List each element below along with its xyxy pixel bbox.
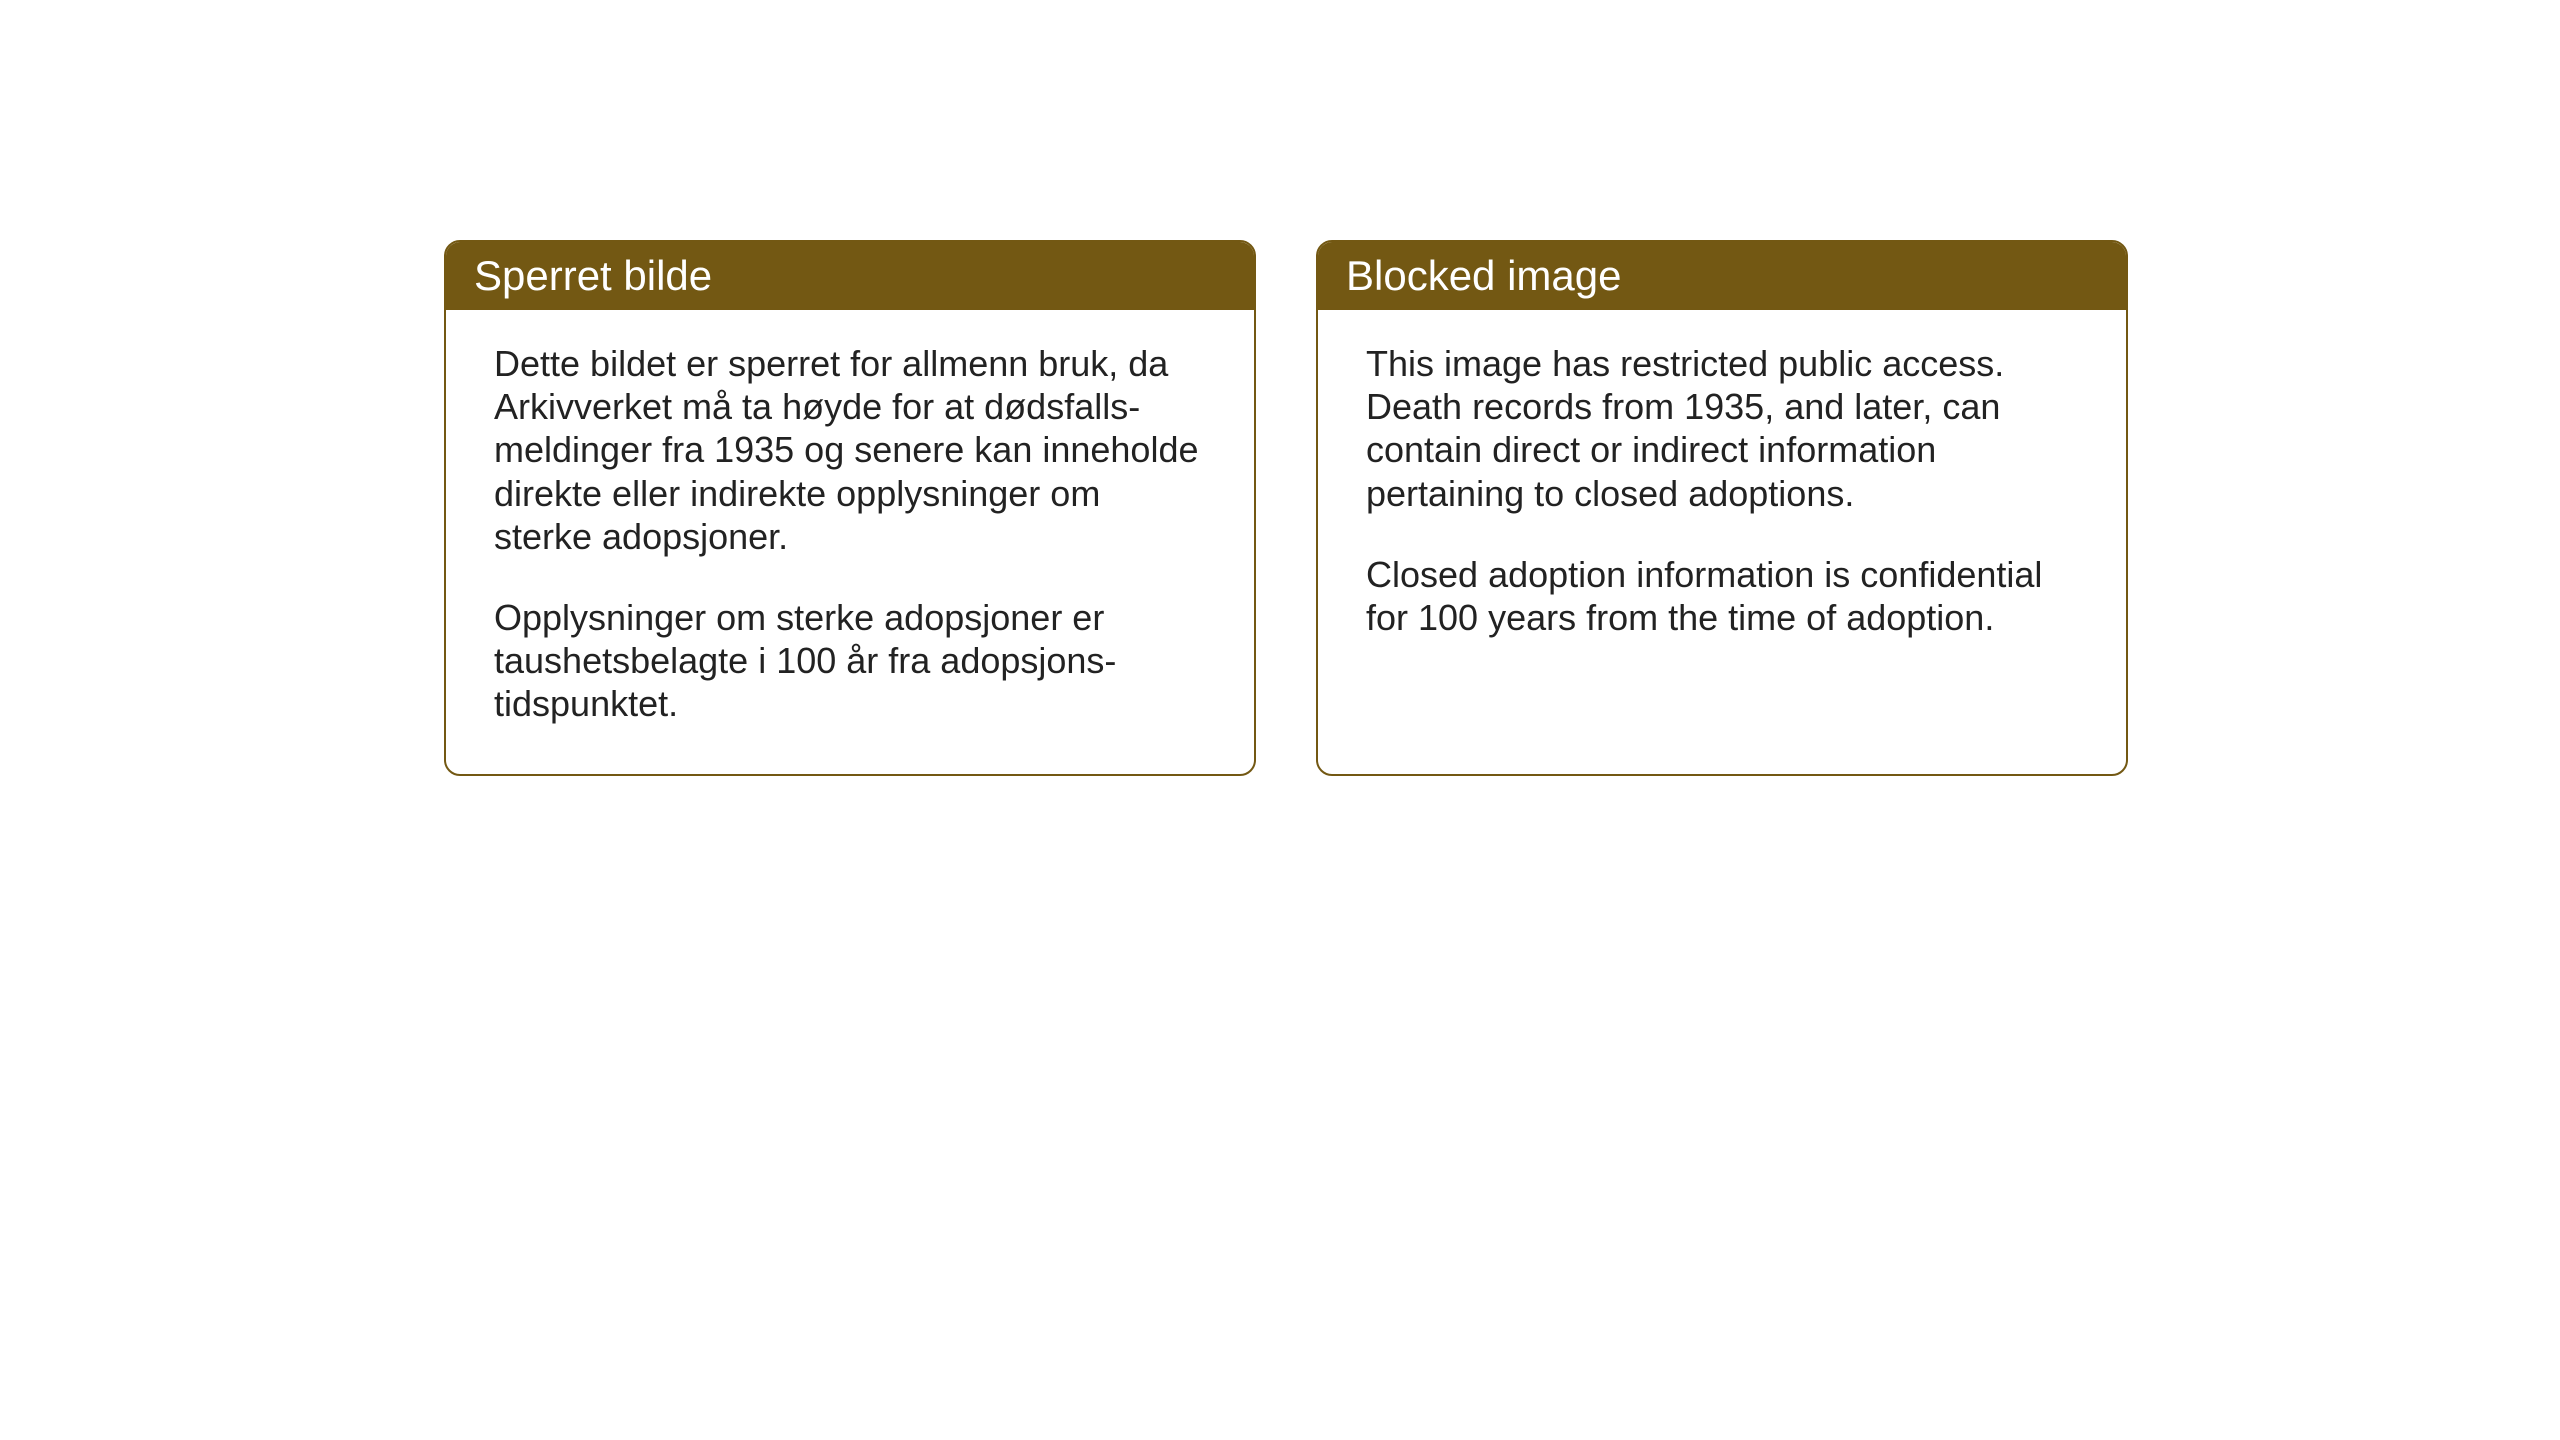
card-norwegian: Sperret bilde Dette bildet er sperret fo… [444,240,1256,776]
card-body-english: This image has restricted public access.… [1318,310,2126,687]
card-header-english: Blocked image [1318,242,2126,310]
card-body-norwegian: Dette bildet er sperret for allmenn bruk… [446,310,1254,774]
card-paragraph: Closed adoption information is confident… [1366,553,2078,639]
card-paragraph: Opplysninger om sterke adopsjoner er tau… [494,596,1206,726]
card-english: Blocked image This image has restricted … [1316,240,2128,776]
card-title: Sperret bilde [474,252,712,299]
cards-container: Sperret bilde Dette bildet er sperret fo… [444,240,2128,776]
card-paragraph: Dette bildet er sperret for allmenn bruk… [494,342,1206,558]
card-header-norwegian: Sperret bilde [446,242,1254,310]
card-title: Blocked image [1346,252,1621,299]
card-paragraph: This image has restricted public access.… [1366,342,2078,515]
